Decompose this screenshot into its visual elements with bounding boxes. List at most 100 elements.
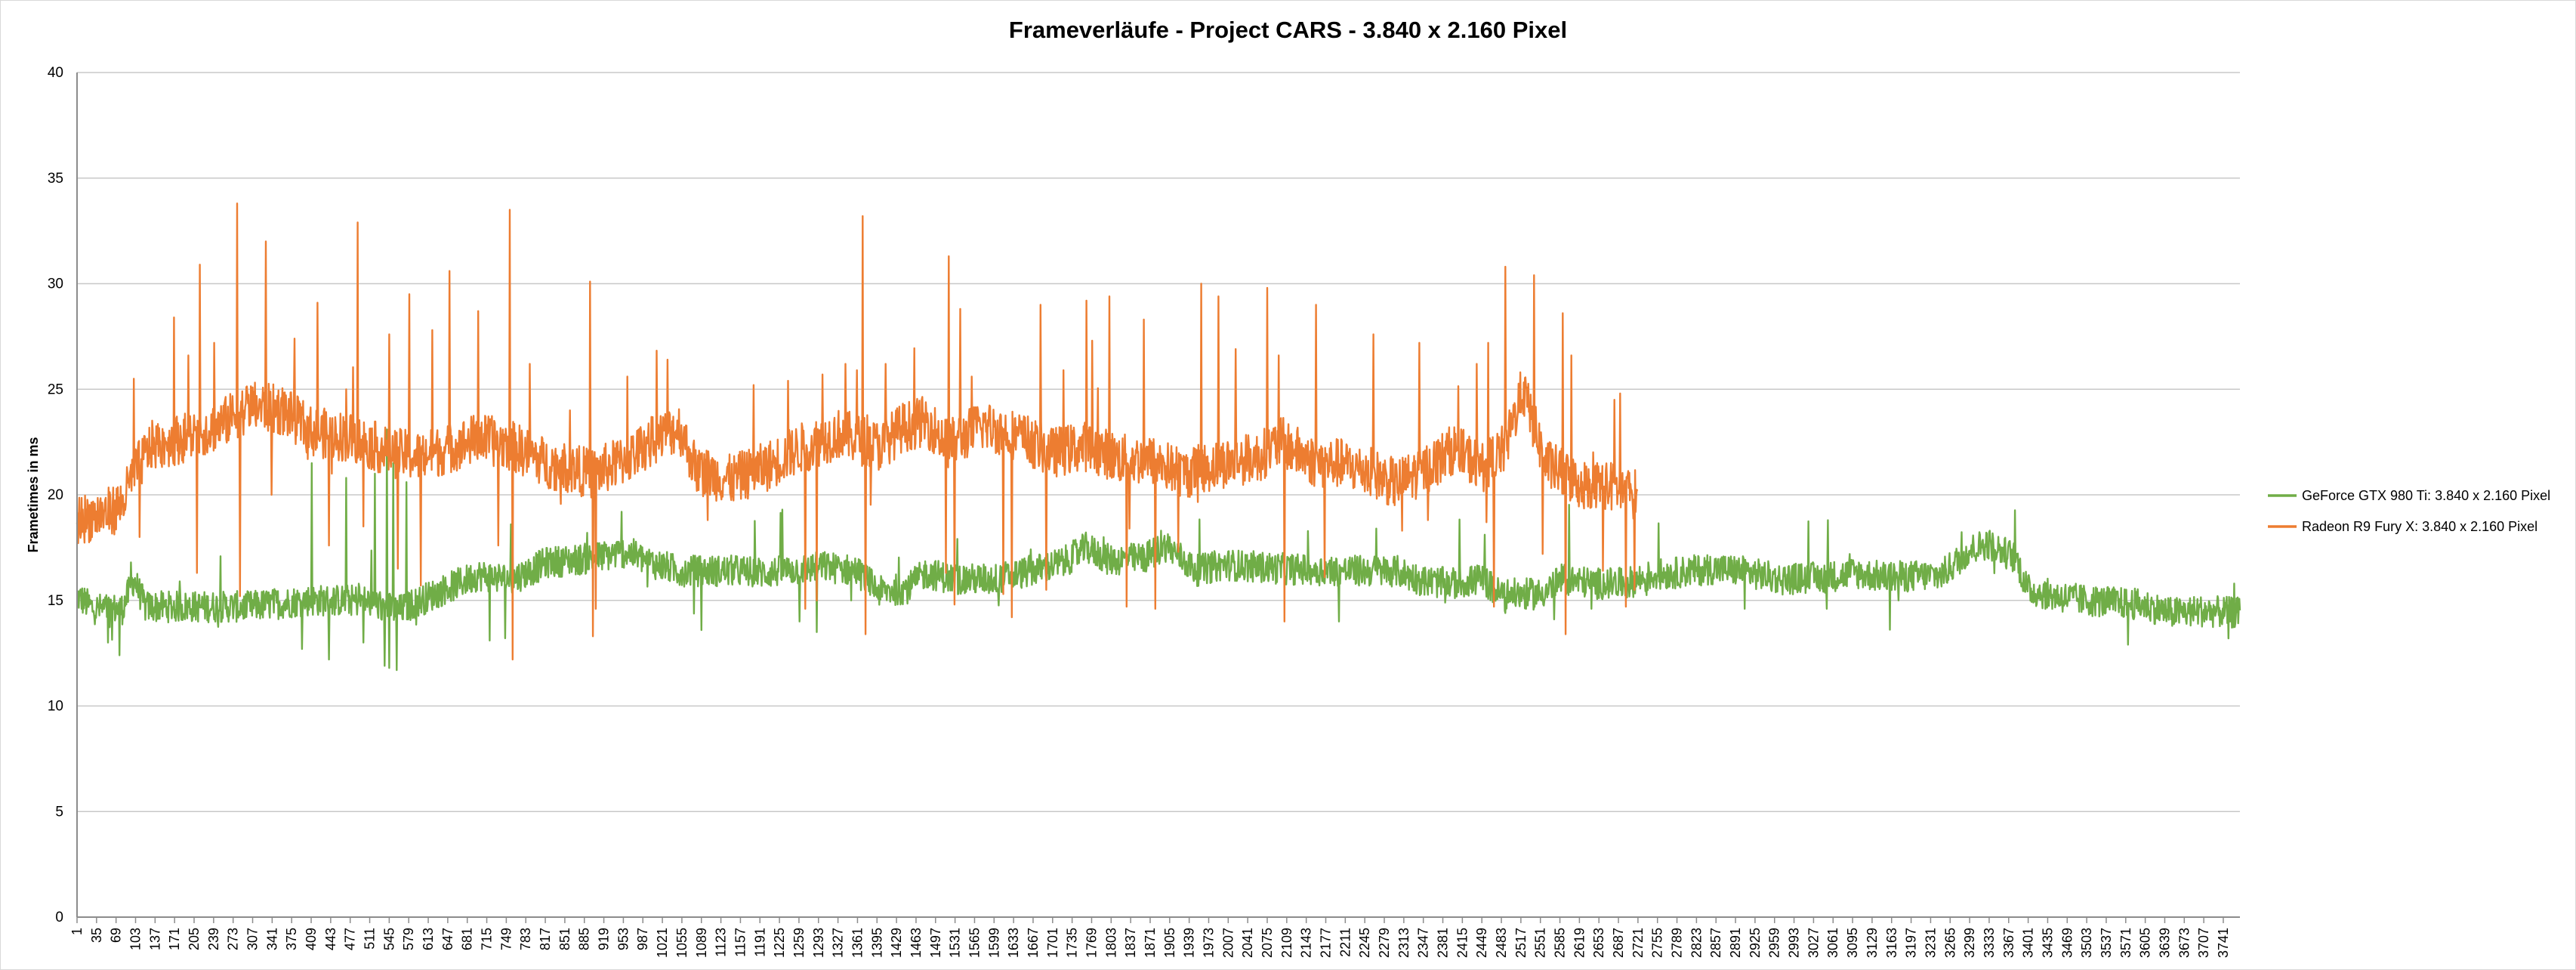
x-tick-label: 1259	[791, 928, 807, 958]
x-tick-label: 3367	[2001, 928, 2016, 958]
x-tick-label: 1871	[1143, 928, 1158, 958]
x-tick-label: 1565	[967, 928, 982, 958]
series-line-2	[76, 202, 1639, 661]
x-tick-label: 1497	[928, 928, 943, 958]
y-tick-label: 35	[48, 171, 63, 187]
x-tick-label: 749	[498, 928, 514, 950]
x-tick-label: 1633	[1006, 928, 1021, 958]
x-tick-label: 3605	[2138, 928, 2153, 958]
x-tick-label: 2789	[1670, 928, 1685, 958]
x-tick-label: 3333	[1982, 928, 1997, 958]
x-tick-label: 1225	[772, 928, 787, 958]
x-tick-label: 3537	[2099, 928, 2114, 958]
x-tick-label: 2143	[1299, 928, 1314, 958]
x-tick-label: 545	[381, 928, 396, 950]
x-tick-label: 2959	[1767, 928, 1782, 958]
x-axis-tick-labels: 1 35 69 103 137 171 205 239 273 307 341 375 409 443 47…	[69, 928, 2231, 958]
x-tick-label: 3571	[2118, 928, 2133, 958]
x-tick-label: 1327	[831, 928, 846, 958]
x-tick-label: 1395	[869, 928, 884, 958]
y-tick-label: 5	[55, 804, 63, 820]
x-tick-label: 3129	[1865, 928, 1880, 958]
x-tick-label: 69	[109, 928, 124, 943]
x-tick-label: 987	[635, 928, 650, 950]
x-tick-label: 817	[538, 928, 553, 950]
x-tick-label: 409	[304, 928, 319, 950]
x-tick-label: 2891	[1728, 928, 1743, 958]
x-tick-label: 239	[206, 928, 221, 950]
y-axis-tick-labels: 0 5 10 15 20 25 30 35 40	[48, 65, 63, 925]
x-tick-label: 3231	[1923, 928, 1938, 958]
x-tick-label: 2109	[1279, 928, 1294, 958]
y-axis-label: Frametimes in ms	[26, 437, 41, 552]
x-tick-label: 2687	[1611, 928, 1626, 958]
x-tick-label: 1157	[733, 928, 748, 957]
x-tick-label: 1293	[811, 928, 826, 958]
y-tick-label: 25	[48, 382, 63, 397]
x-tick-label: 2449	[1474, 928, 1489, 958]
x-tick-label: 2755	[1650, 928, 1665, 958]
x-tick-label: 919	[597, 928, 612, 950]
x-tick-label: 2381	[1436, 928, 1451, 958]
x-tick-label: 1701	[1045, 928, 1060, 958]
x-tick-label: 2041	[1240, 928, 1255, 958]
y-tick-label: 20	[48, 487, 63, 503]
x-tick-label: 1599	[986, 928, 1001, 958]
x-tick-label: 2007	[1220, 928, 1236, 958]
x-tick-label: 885	[577, 928, 592, 950]
x-tick-label: 1531	[948, 928, 963, 958]
x-tick-label: 2993	[1787, 928, 1802, 958]
x-tick-label: 2483	[1494, 928, 1509, 958]
x-tick-label: 3299	[1962, 928, 1977, 958]
x-tick-label: 1769	[1084, 928, 1099, 958]
x-tick-label: 1123	[714, 928, 729, 957]
x-tick-label: 1361	[850, 928, 865, 958]
x-tick-label: 3265	[1942, 928, 1957, 958]
x-tick-label: 1939	[1182, 928, 1197, 958]
x-tick-label: 2075	[1260, 928, 1275, 958]
x-tick-label: 1803	[1103, 928, 1118, 958]
x-tick-label: 613	[421, 928, 436, 950]
legend: GeForce GTX 980 Ti: 3.840 x 2.160 Pixel R…	[2268, 488, 2550, 534]
x-tick-label: 1735	[1065, 928, 1080, 958]
series-line-1	[76, 428, 2241, 672]
x-tick-label: 3197	[1904, 928, 1919, 958]
x-tick-label: 579	[401, 928, 416, 950]
x-tick-label: 341	[264, 928, 279, 950]
x-tick-label: 443	[323, 928, 338, 950]
x-tick-label: 2585	[1553, 928, 1568, 958]
y-tick-label: 0	[55, 910, 63, 925]
x-tick-label: 103	[128, 928, 143, 950]
x-tick-label: 2823	[1689, 928, 1704, 958]
legend-label-2: Radeon R9 Fury X: 3.840 x 2.160 Pixel	[2302, 519, 2537, 534]
x-tick-label: 2517	[1513, 928, 1529, 958]
x-tick-label: 647	[440, 928, 455, 950]
x-tick-label: 1089	[694, 928, 709, 958]
x-tick-label: 511	[362, 928, 378, 950]
x-tick-label: 2347	[1416, 928, 1431, 958]
x-tick-label: 137	[147, 928, 162, 950]
chart-title: Frameverläufe - Project CARS - 3.840 x 2…	[1008, 17, 1568, 43]
x-tick-label: 171	[167, 928, 182, 950]
x-tick-label: 1837	[1123, 928, 1138, 958]
x-tick-label: 2211	[1337, 928, 1353, 957]
x-tick-label: 3741	[2216, 928, 2231, 958]
x-tick-label: 1973	[1201, 928, 1216, 958]
x-tick-label: 3435	[2040, 928, 2055, 958]
x-tick-label: 783	[518, 928, 533, 950]
x-tick-label: 3027	[1806, 928, 1821, 958]
x-tick-label: 273	[226, 928, 241, 950]
x-tick-label: 2619	[1572, 928, 1587, 958]
x-tick-label: 2721	[1630, 928, 1646, 958]
x-tick-label: 477	[343, 928, 358, 950]
series-layer	[76, 202, 2241, 672]
x-tick-label: 375	[284, 928, 299, 950]
x-tick-label: 1463	[909, 928, 924, 958]
x-tick-label: 1429	[889, 928, 904, 958]
x-tick-label: 2279	[1377, 928, 1392, 958]
x-tick-label: 2653	[1591, 928, 1606, 958]
x-tick-label: 2551	[1533, 928, 1548, 958]
x-tick-label: 35	[89, 928, 104, 943]
x-tick-label: 2857	[1708, 928, 1723, 958]
x-tick-label: 1905	[1162, 928, 1177, 958]
